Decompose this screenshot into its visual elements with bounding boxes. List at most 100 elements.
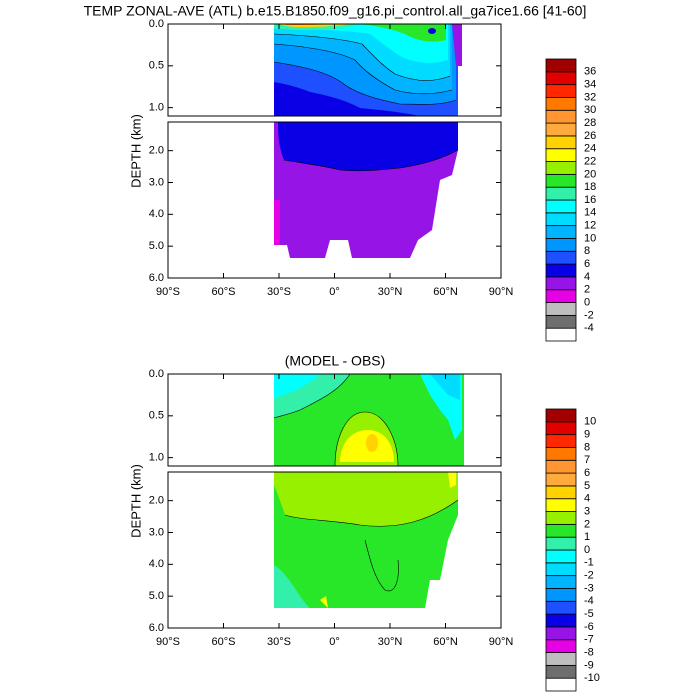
colorbar-box — [545, 523, 577, 538]
field — [273, 374, 464, 466]
colorbar-box — [545, 613, 577, 628]
x-tick-label: 30°N — [378, 636, 403, 648]
x-tick-label: 90°N — [489, 636, 514, 648]
colorbar-label: -4 — [584, 595, 594, 607]
colorbar-label: 2 — [584, 518, 590, 530]
colorbar-label: 10 — [584, 232, 596, 244]
colorbar-box — [545, 173, 577, 188]
colorbar-label: 4 — [584, 271, 590, 283]
colorbar-box — [545, 600, 577, 615]
y-axis-label: DEPTH (km) — [128, 464, 143, 538]
colorbar-box — [545, 459, 577, 474]
x-tick-label: 60°S — [212, 636, 236, 648]
x-tick-label: 90°N — [489, 286, 514, 298]
colorbar-box — [545, 626, 577, 641]
colorbar-label: 36 — [584, 66, 596, 78]
colorbar-box — [545, 289, 577, 303]
y-axis-label: DEPTH (km) — [128, 114, 143, 188]
colorbar-label: -10 — [584, 672, 600, 684]
colorbar-label: 5 — [584, 480, 590, 492]
y-tick-label: 3.0 — [149, 526, 164, 538]
colorbar-label: -9 — [584, 659, 594, 671]
colorbar-box — [545, 536, 577, 551]
colorbar-label: 8 — [584, 245, 590, 257]
colorbar-label: -5 — [584, 608, 594, 620]
colorbar-label: 32 — [584, 91, 596, 103]
colorbar-label: 22 — [584, 155, 596, 167]
y-tick-label: 1.0 — [149, 452, 164, 464]
colorbar-label: 20 — [584, 168, 596, 180]
colorbar-label: 6 — [584, 467, 590, 479]
colorbar-label: -4 — [584, 322, 594, 334]
field — [274, 472, 459, 608]
y-tick-label: 0.0 — [149, 18, 164, 30]
colorbar-box — [545, 225, 577, 239]
colorbar-box — [545, 84, 577, 98]
colorbar-box — [545, 472, 577, 487]
colorbar-box — [545, 498, 577, 512]
x-tick-label: 0° — [329, 286, 340, 298]
colorbar-box — [545, 314, 577, 329]
x-tick-label: 90°S — [156, 286, 180, 298]
y-tick-label: 4.0 — [149, 558, 164, 570]
colorbar-label: 10 — [584, 416, 596, 428]
colorbar-label: -3 — [584, 582, 594, 594]
colorbar-box — [545, 186, 577, 201]
y-tick-label: 3.0 — [149, 176, 164, 188]
colorbar-box — [545, 263, 577, 278]
y-tick-label: 4.0 — [149, 208, 164, 220]
y-tick-label: 2.0 — [149, 145, 164, 157]
chart-title: TEMP ZONAL-AVE (ATL) b.e15.B1850.f09_g16… — [84, 3, 587, 19]
colorbar-box — [545, 58, 577, 73]
colorbar-label: 28 — [584, 117, 596, 129]
x-tick-label: 30°N — [378, 286, 403, 298]
y-tick-label: 0.5 — [149, 60, 164, 72]
colorbar-label: 0 — [584, 296, 590, 308]
colorbar-label: 8 — [584, 441, 590, 453]
colorbar-box — [545, 327, 577, 342]
colorbar-label: -6 — [584, 621, 594, 633]
colorbar-box — [545, 562, 577, 577]
colorbar-box — [545, 677, 577, 692]
y-tick-label: 0.5 — [149, 410, 164, 422]
colorbar-box — [545, 408, 577, 423]
x-tick-label: 90°S — [156, 636, 180, 648]
colorbar-label: 0 — [584, 544, 590, 556]
colorbar-box — [545, 664, 577, 679]
colorbar-box — [545, 652, 577, 666]
x-tick-label: 60°N — [433, 636, 458, 648]
colorbar-box — [545, 511, 577, 525]
x-tick-label: 30°S — [267, 286, 291, 298]
y-tick-label: 6.0 — [149, 272, 164, 284]
y-tick-label: 5.0 — [149, 590, 164, 602]
colorbar-box — [545, 161, 577, 175]
colorbar-box — [545, 109, 577, 124]
colorbar-label: -2 — [584, 570, 594, 582]
colorbar-box — [545, 250, 577, 265]
colorbar-label: 14 — [584, 207, 596, 219]
colorbar-box — [545, 421, 577, 436]
y-tick-label: 0.0 — [149, 368, 164, 380]
y-tick-label: 5.0 — [149, 240, 164, 252]
colorbar-box — [545, 588, 577, 602]
colorbar-box — [545, 238, 577, 252]
colorbar-label: 1 — [584, 531, 590, 543]
y-tick-label: 6.0 — [149, 622, 164, 634]
colorbar-box — [545, 575, 577, 589]
colorbar-box — [545, 199, 577, 214]
colorbar-label: 2 — [584, 284, 590, 296]
colorbar-box — [545, 122, 577, 137]
colorbar-box — [545, 276, 577, 291]
colorbar-label: -8 — [584, 646, 594, 658]
colorbar-box — [545, 549, 577, 564]
colorbar-label: -7 — [584, 634, 594, 646]
colorbar-box — [545, 639, 577, 653]
colorbar-box — [545, 71, 577, 86]
field — [274, 122, 459, 258]
colorbar-label: -2 — [584, 309, 594, 321]
chart-title: (MODEL - OBS) — [285, 353, 386, 369]
colorbar-box — [545, 148, 577, 162]
colorbar-box — [545, 97, 577, 111]
y-tick-label: 1.0 — [149, 102, 164, 114]
